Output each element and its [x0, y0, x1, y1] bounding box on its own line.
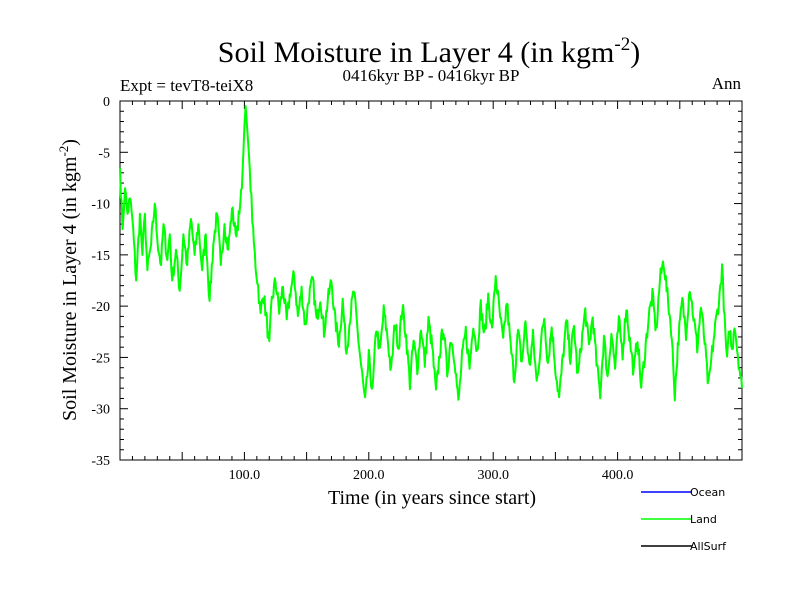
title-superscript: -2 — [614, 34, 630, 55]
x-tick-label: 100.0 — [229, 468, 261, 483]
y-tick-label: -35 — [91, 454, 110, 469]
subtitle-expt: Expt = tevT8-teiX8 — [120, 76, 253, 95]
ylabel-superscript: -2 — [56, 146, 71, 157]
series-line-land — [120, 106, 742, 400]
y-tick-label: -20 — [91, 300, 110, 315]
x-axis-label: Time (in years since start) — [328, 487, 536, 509]
x-tick-label: 300.0 — [477, 468, 509, 483]
subtitle-season: Ann — [712, 74, 742, 93]
y-tick-label: -10 — [91, 198, 110, 213]
y-tick-label: -15 — [91, 249, 110, 264]
y-tick-label: -30 — [91, 403, 110, 418]
y-tick-label: 0 — [103, 95, 110, 110]
y-axis-ticks: 0 -5 -10 -15 -20 -25 -30 -35 — [91, 95, 110, 469]
x-axis-ticks: 100.0 200.0 300.0 400.0 — [229, 468, 634, 483]
chart-title: Soil Moisture in Layer 4 (in kgm-2) — [218, 34, 640, 69]
y-tick-label: -5 — [98, 146, 110, 161]
plot-frame — [120, 101, 742, 460]
subtitle-period: 0416kyr BP - 0416kyr BP — [343, 66, 520, 85]
legend: Ocean Land AllSurf — [641, 486, 727, 553]
y-axis-label: Soil Moisture in Layer 4 (in kgm-2) — [56, 139, 81, 421]
y-tick-label: -25 — [91, 351, 110, 366]
x-tick-label: 400.0 — [602, 468, 634, 483]
legend-label-allsurf: AllSurf — [690, 540, 727, 553]
legend-label-ocean: Ocean — [690, 486, 725, 499]
legend-label-land: Land — [690, 513, 717, 526]
chart-canvas: Soil Moisture in Layer 4 (in kgm-2) Expt… — [0, 0, 800, 600]
minor-ticks — [120, 101, 742, 460]
x-tick-label: 200.0 — [353, 468, 385, 483]
series-layer — [120, 106, 742, 400]
